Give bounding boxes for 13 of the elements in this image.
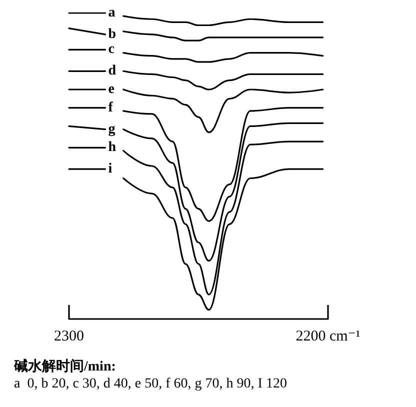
series-label: b <box>108 26 116 42</box>
x-tick-label: 2300 <box>54 328 84 344</box>
text: 碱水解时间/min: <box>13 358 116 374</box>
series-label: e <box>108 82 114 97</box>
x-tick-label: 2200 cm⁻¹ <box>296 328 360 344</box>
series-label: d <box>108 64 116 79</box>
text: a 0, b 20, c 30, d 40, e 50, f 60, g 70, h 90, I 120 <box>14 376 287 392</box>
series-label: f <box>108 100 114 116</box>
series-label: a <box>108 6 116 20</box>
series-label: g <box>108 122 116 137</box>
series-label: c <box>108 42 114 58</box>
series-label: h <box>108 140 116 156</box>
series-label: i <box>108 162 112 177</box>
